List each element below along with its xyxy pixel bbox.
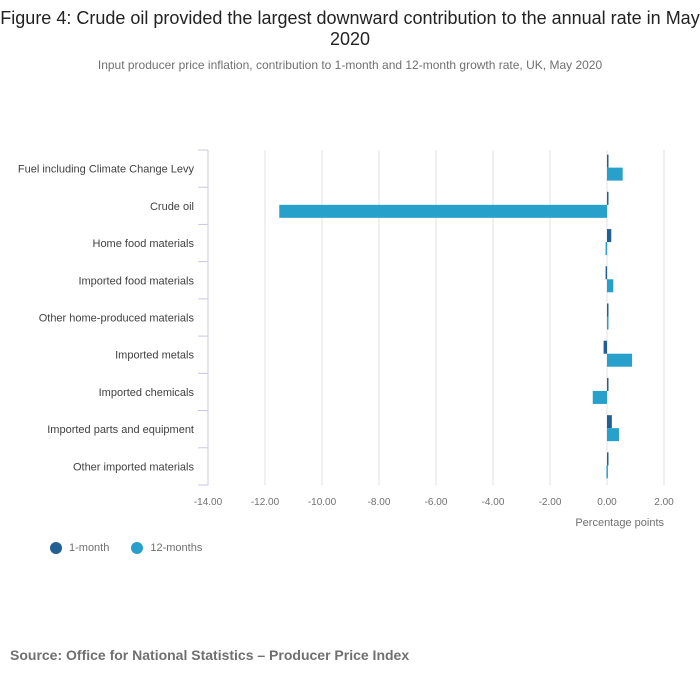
chart-title: Figure 4: Crude oil provided the largest… (0, 8, 700, 49)
legend-swatch-12-months (131, 542, 144, 554)
x-tick-label: 2.00 (654, 497, 674, 508)
x-tick-label: -12.00 (251, 497, 280, 508)
bar-12-months (607, 353, 633, 367)
legend-item-12-months[interactable]: 12-months (131, 542, 202, 554)
bar-1-month (605, 266, 608, 280)
source-note: Source: Office for National Statistics –… (10, 647, 410, 663)
x-tick-label: 0.00 (597, 497, 617, 508)
bar-12-months (279, 204, 607, 218)
legend-label-1-month: 1-month (69, 542, 110, 554)
x-tick-label: -14.00 (194, 497, 223, 508)
legend-item-1-month[interactable]: 1-month (50, 542, 109, 554)
category-label: Imported food materials (78, 275, 194, 287)
bar-12-months (607, 167, 623, 181)
category-label: Fuel including Climate Change Levy (18, 164, 195, 176)
bar-1-month (607, 191, 609, 205)
x-tick-label: -8.00 (368, 497, 391, 508)
bar-1-month (607, 303, 609, 317)
bar-1-month (607, 229, 612, 243)
category-label: Imported metals (115, 350, 194, 362)
x-tick-label: -6.00 (425, 497, 448, 508)
bar-12-months (592, 390, 607, 404)
x-tick-label: -10.00 (308, 497, 337, 508)
bar-12-months (607, 428, 619, 442)
chart-subtitle: Input producer price inflation, contribu… (97, 58, 603, 72)
bar-1-month (607, 415, 612, 429)
x-tick-label: -2.00 (539, 497, 562, 508)
bar-12-months (606, 465, 608, 479)
x-tick-label: -4.00 (482, 497, 505, 508)
bar-1-month (607, 377, 609, 391)
x-axis-title: Percentage points (575, 517, 664, 529)
legend: 1-month 12-months (50, 542, 202, 554)
legend-label-12-months: 12-months (150, 542, 203, 554)
category-label: Imported chemicals (99, 387, 195, 399)
bar-1-month (607, 452, 609, 466)
bar-12-months (605, 242, 608, 256)
bar-chart: -14.00 -12.00 -10.00 -8.00 -6.00 -4.00 -2.00 0.… (18, 149, 674, 529)
bar-1-month (607, 154, 609, 168)
bar-1-month (603, 340, 607, 354)
bar-12-months (607, 279, 614, 293)
category-label: Crude oil (150, 201, 194, 213)
category-label: Home food materials (93, 238, 195, 250)
category-label: Other home-produced materials (39, 313, 195, 325)
category-label: Imported parts and equipment (47, 424, 194, 436)
category-label: Other imported materials (73, 461, 195, 473)
bar-12-months (607, 316, 609, 330)
legend-swatch-1-month (50, 542, 62, 554)
